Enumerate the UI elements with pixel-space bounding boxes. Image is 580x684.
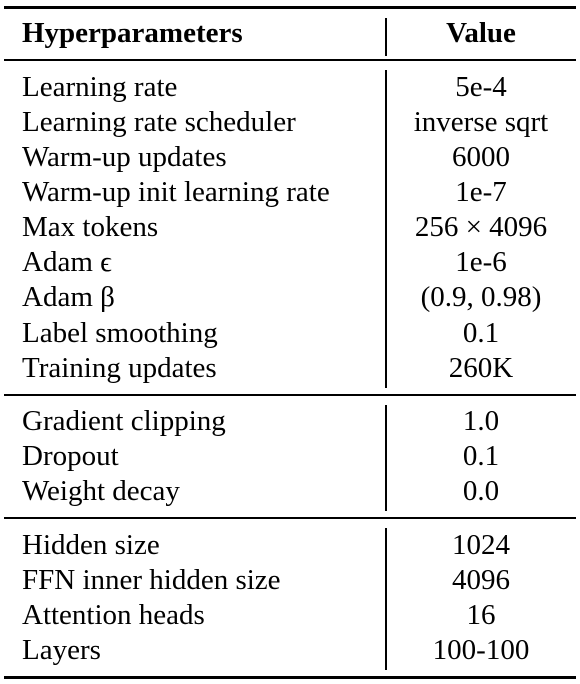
top-rule <box>4 6 576 9</box>
value-cell: 1.0 <box>462 405 500 437</box>
param-cell: Adam β <box>22 281 115 313</box>
param-cell: Learning rate <box>22 71 178 103</box>
value-cell: 16 <box>466 599 496 631</box>
param-cell: Adam ϵ <box>22 246 112 278</box>
value-cell: (0.9, 0.98) <box>420 281 542 313</box>
value-cell: 100-100 <box>432 634 530 666</box>
value-cell: 0.0 <box>462 475 500 507</box>
param-cell: Warm-up updates <box>22 141 227 173</box>
value-cell: 5e-4 <box>455 71 507 103</box>
value-cell: 256 × 4096 <box>414 211 548 243</box>
column-separator <box>385 70 387 388</box>
column-separator <box>385 528 387 670</box>
group-rule <box>4 517 576 519</box>
value-cell: 0.1 <box>462 317 500 349</box>
header-rule <box>4 59 576 61</box>
column-separator <box>385 18 387 56</box>
param-cell: Layers <box>22 634 101 666</box>
value-cell: 0.1 <box>462 440 500 472</box>
header-value: Value <box>446 17 516 49</box>
group-rule <box>4 394 576 396</box>
param-cell: Gradient clipping <box>22 405 226 437</box>
bottom-rule <box>4 676 576 679</box>
column-separator <box>385 405 387 511</box>
param-cell: FFN inner hidden size <box>22 564 281 596</box>
param-cell: Weight decay <box>22 475 180 507</box>
value-cell: 1e-6 <box>455 246 507 278</box>
param-cell: Training updates <box>22 352 217 384</box>
param-cell: Learning rate scheduler <box>22 106 296 138</box>
value-cell: 260K <box>448 352 514 384</box>
param-cell: Max tokens <box>22 211 159 243</box>
param-cell: Dropout <box>22 440 119 472</box>
value-cell: 4096 <box>452 564 510 596</box>
value-cell: 1e-7 <box>455 176 507 208</box>
value-cell: 6000 <box>452 141 510 173</box>
param-cell: Attention heads <box>22 599 205 631</box>
value-cell: 1024 <box>452 529 510 561</box>
header-param: Hyperparameters <box>22 17 243 49</box>
value-cell: inverse sqrt <box>413 106 549 138</box>
param-cell: Warm-up init learning rate <box>22 176 330 208</box>
param-cell: Hidden size <box>22 529 160 561</box>
param-cell: Label smoothing <box>22 317 218 349</box>
